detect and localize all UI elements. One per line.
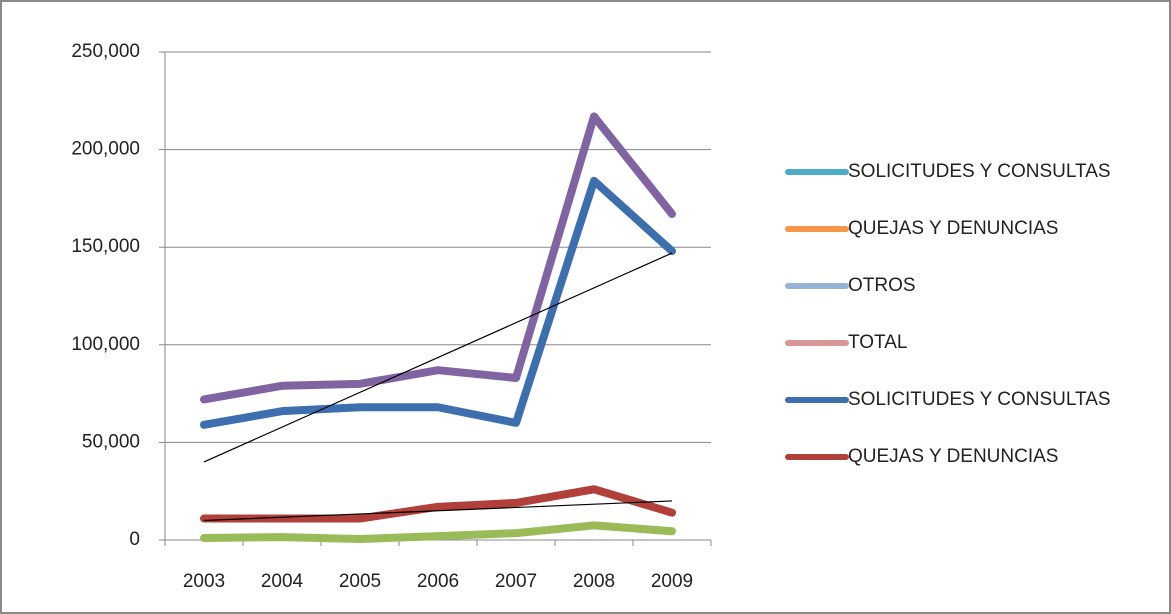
x-tick-label: 2003 — [183, 571, 225, 592]
y-tick-label: 150,000 — [71, 236, 140, 257]
x-tick-label: 2004 — [261, 571, 304, 592]
x-tick-label: 2005 — [339, 571, 381, 592]
series-line — [200, 521, 676, 544]
series-line — [200, 112, 676, 404]
series-line — [200, 485, 676, 523]
y-tick-label: 0 — [129, 529, 140, 550]
series-line — [200, 176, 676, 429]
y-tick-label: 100,000 — [71, 334, 140, 355]
legend-label: OTROS — [848, 275, 916, 296]
trendline — [203, 500, 673, 522]
y-tick-label: 200,000 — [71, 139, 140, 160]
legend-label: TOTAL — [848, 332, 907, 353]
x-tick-label: 2007 — [495, 571, 537, 592]
x-tick-label: 2008 — [573, 571, 615, 592]
y-tick-label: 50,000 — [82, 431, 140, 452]
y-tick-label: 250,000 — [71, 41, 140, 62]
trendline — [203, 252, 673, 463]
x-tick-label: 2006 — [417, 571, 459, 592]
legend-label: QUEJAS Y DENUNCIAS — [848, 446, 1058, 467]
legend-label: QUEJAS Y DENUNCIAS — [848, 218, 1058, 239]
x-tick-label: 2009 — [651, 571, 693, 592]
legend-label: SOLICITUDES Y CONSULTAS — [848, 389, 1111, 410]
legend-label: SOLICITUDES Y CONSULTAS — [848, 161, 1111, 182]
